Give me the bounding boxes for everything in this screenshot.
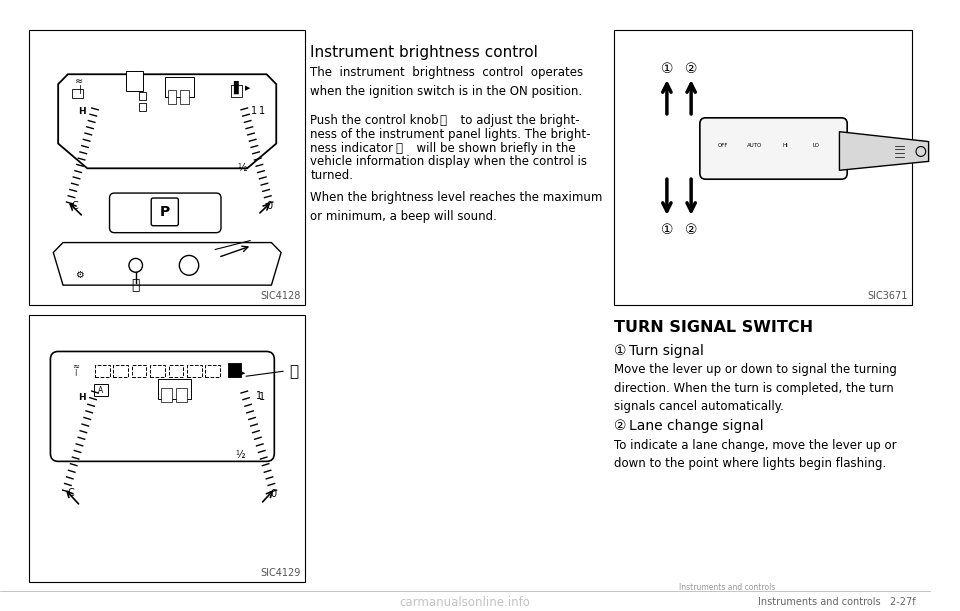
FancyBboxPatch shape <box>152 198 179 225</box>
Bar <box>95 365 109 377</box>
Text: turned.: turned. <box>310 169 353 182</box>
FancyBboxPatch shape <box>51 351 275 461</box>
Text: H: H <box>79 108 86 116</box>
Text: Push the control knob: Push the control knob <box>310 114 443 127</box>
Text: ▌: ▌ <box>232 81 242 93</box>
Bar <box>187 365 202 377</box>
Text: C: C <box>71 201 78 211</box>
Text: ≈: ≈ <box>76 76 84 86</box>
Text: 1: 1 <box>258 392 265 402</box>
Text: SIC4128: SIC4128 <box>260 291 300 301</box>
Bar <box>165 77 194 97</box>
Bar <box>168 90 177 104</box>
Text: ①: ① <box>660 62 673 76</box>
Bar <box>158 379 191 399</box>
Text: will be shown briefly in the: will be shown briefly in the <box>409 142 576 155</box>
Text: ①: ① <box>660 222 673 236</box>
Text: ②: ② <box>684 222 697 236</box>
Bar <box>72 89 84 98</box>
Text: The  instrument  brightness  control  operates
when the ignition switch is in th: The instrument brightness control operat… <box>310 67 584 98</box>
Text: Instrument brightness control: Instrument brightness control <box>310 45 538 59</box>
Text: Lane change signal: Lane change signal <box>629 419 764 433</box>
Text: SIC4129: SIC4129 <box>260 568 300 578</box>
Polygon shape <box>839 132 928 170</box>
Bar <box>29 30 305 305</box>
Text: |: | <box>75 369 77 376</box>
Bar <box>205 365 220 377</box>
Text: To indicate a lane change, move the lever up or
down to the point where lights b: To indicate a lane change, move the leve… <box>613 439 897 470</box>
Text: P: P <box>159 205 170 219</box>
Bar <box>613 30 912 305</box>
FancyBboxPatch shape <box>700 118 847 179</box>
Bar <box>228 364 241 377</box>
Text: ness indicator: ness indicator <box>310 142 396 155</box>
Bar <box>169 365 183 377</box>
Text: Turn signal: Turn signal <box>629 343 704 357</box>
Text: |: | <box>79 84 82 93</box>
Bar <box>180 90 189 104</box>
Text: A: A <box>98 386 104 395</box>
Text: Instruments and controls   2-27f: Instruments and controls 2-27f <box>758 597 916 607</box>
Text: SIC3671: SIC3671 <box>867 291 907 301</box>
FancyBboxPatch shape <box>109 193 221 233</box>
Text: ≈: ≈ <box>72 361 79 370</box>
Text: C: C <box>67 488 74 498</box>
Text: H: H <box>79 392 86 401</box>
Bar <box>151 365 165 377</box>
Bar <box>94 384 108 396</box>
Text: ness of the instrument panel lights. The bright-: ness of the instrument panel lights. The… <box>310 128 590 141</box>
Text: 0: 0 <box>267 201 273 211</box>
Text: ▶: ▶ <box>245 85 250 91</box>
Text: Ⓐ: Ⓐ <box>439 114 446 127</box>
Text: When the brightness level reaches the maximum
or minimum, a beep will sound.: When the brightness level reaches the ma… <box>310 191 603 222</box>
Text: Ⓐ: Ⓐ <box>132 278 140 292</box>
Bar <box>132 365 146 377</box>
Text: AUTO: AUTO <box>747 143 761 148</box>
Text: ②: ② <box>684 62 697 76</box>
Text: ▶: ▶ <box>240 370 245 376</box>
Text: Move the lever up or down to signal the turning
direction. When the turn is comp: Move the lever up or down to signal the … <box>613 364 897 414</box>
Text: Ⓑ: Ⓑ <box>289 364 299 379</box>
Text: ①: ① <box>613 343 626 357</box>
Bar <box>230 85 242 97</box>
Text: HI: HI <box>782 143 788 148</box>
Text: ②: ② <box>613 419 626 433</box>
Bar <box>161 388 172 402</box>
Text: TURN SIGNAL SWITCH: TURN SIGNAL SWITCH <box>613 320 813 335</box>
Bar <box>138 103 146 111</box>
Text: ½: ½ <box>237 163 247 174</box>
Bar <box>126 71 143 91</box>
Text: to adjust the bright-: to adjust the bright- <box>453 114 579 127</box>
Bar <box>113 365 128 377</box>
Text: vehicle information display when the control is: vehicle information display when the con… <box>310 155 588 169</box>
Text: 0: 0 <box>271 489 276 499</box>
Text: ⚙: ⚙ <box>75 270 84 280</box>
Text: carmanualsonline.info: carmanualsonline.info <box>399 596 531 609</box>
Text: ½: ½ <box>235 450 245 461</box>
Bar <box>138 92 146 100</box>
Text: OFF: OFF <box>718 143 729 148</box>
Text: LO: LO <box>813 143 820 148</box>
Text: 1: 1 <box>258 106 265 116</box>
Text: 1: 1 <box>255 391 262 401</box>
Text: Instruments and controls: Instruments and controls <box>679 583 775 592</box>
Text: 1: 1 <box>251 106 257 116</box>
Bar <box>29 315 305 582</box>
Bar <box>177 388 187 402</box>
Text: Ⓑ: Ⓑ <box>396 142 402 155</box>
